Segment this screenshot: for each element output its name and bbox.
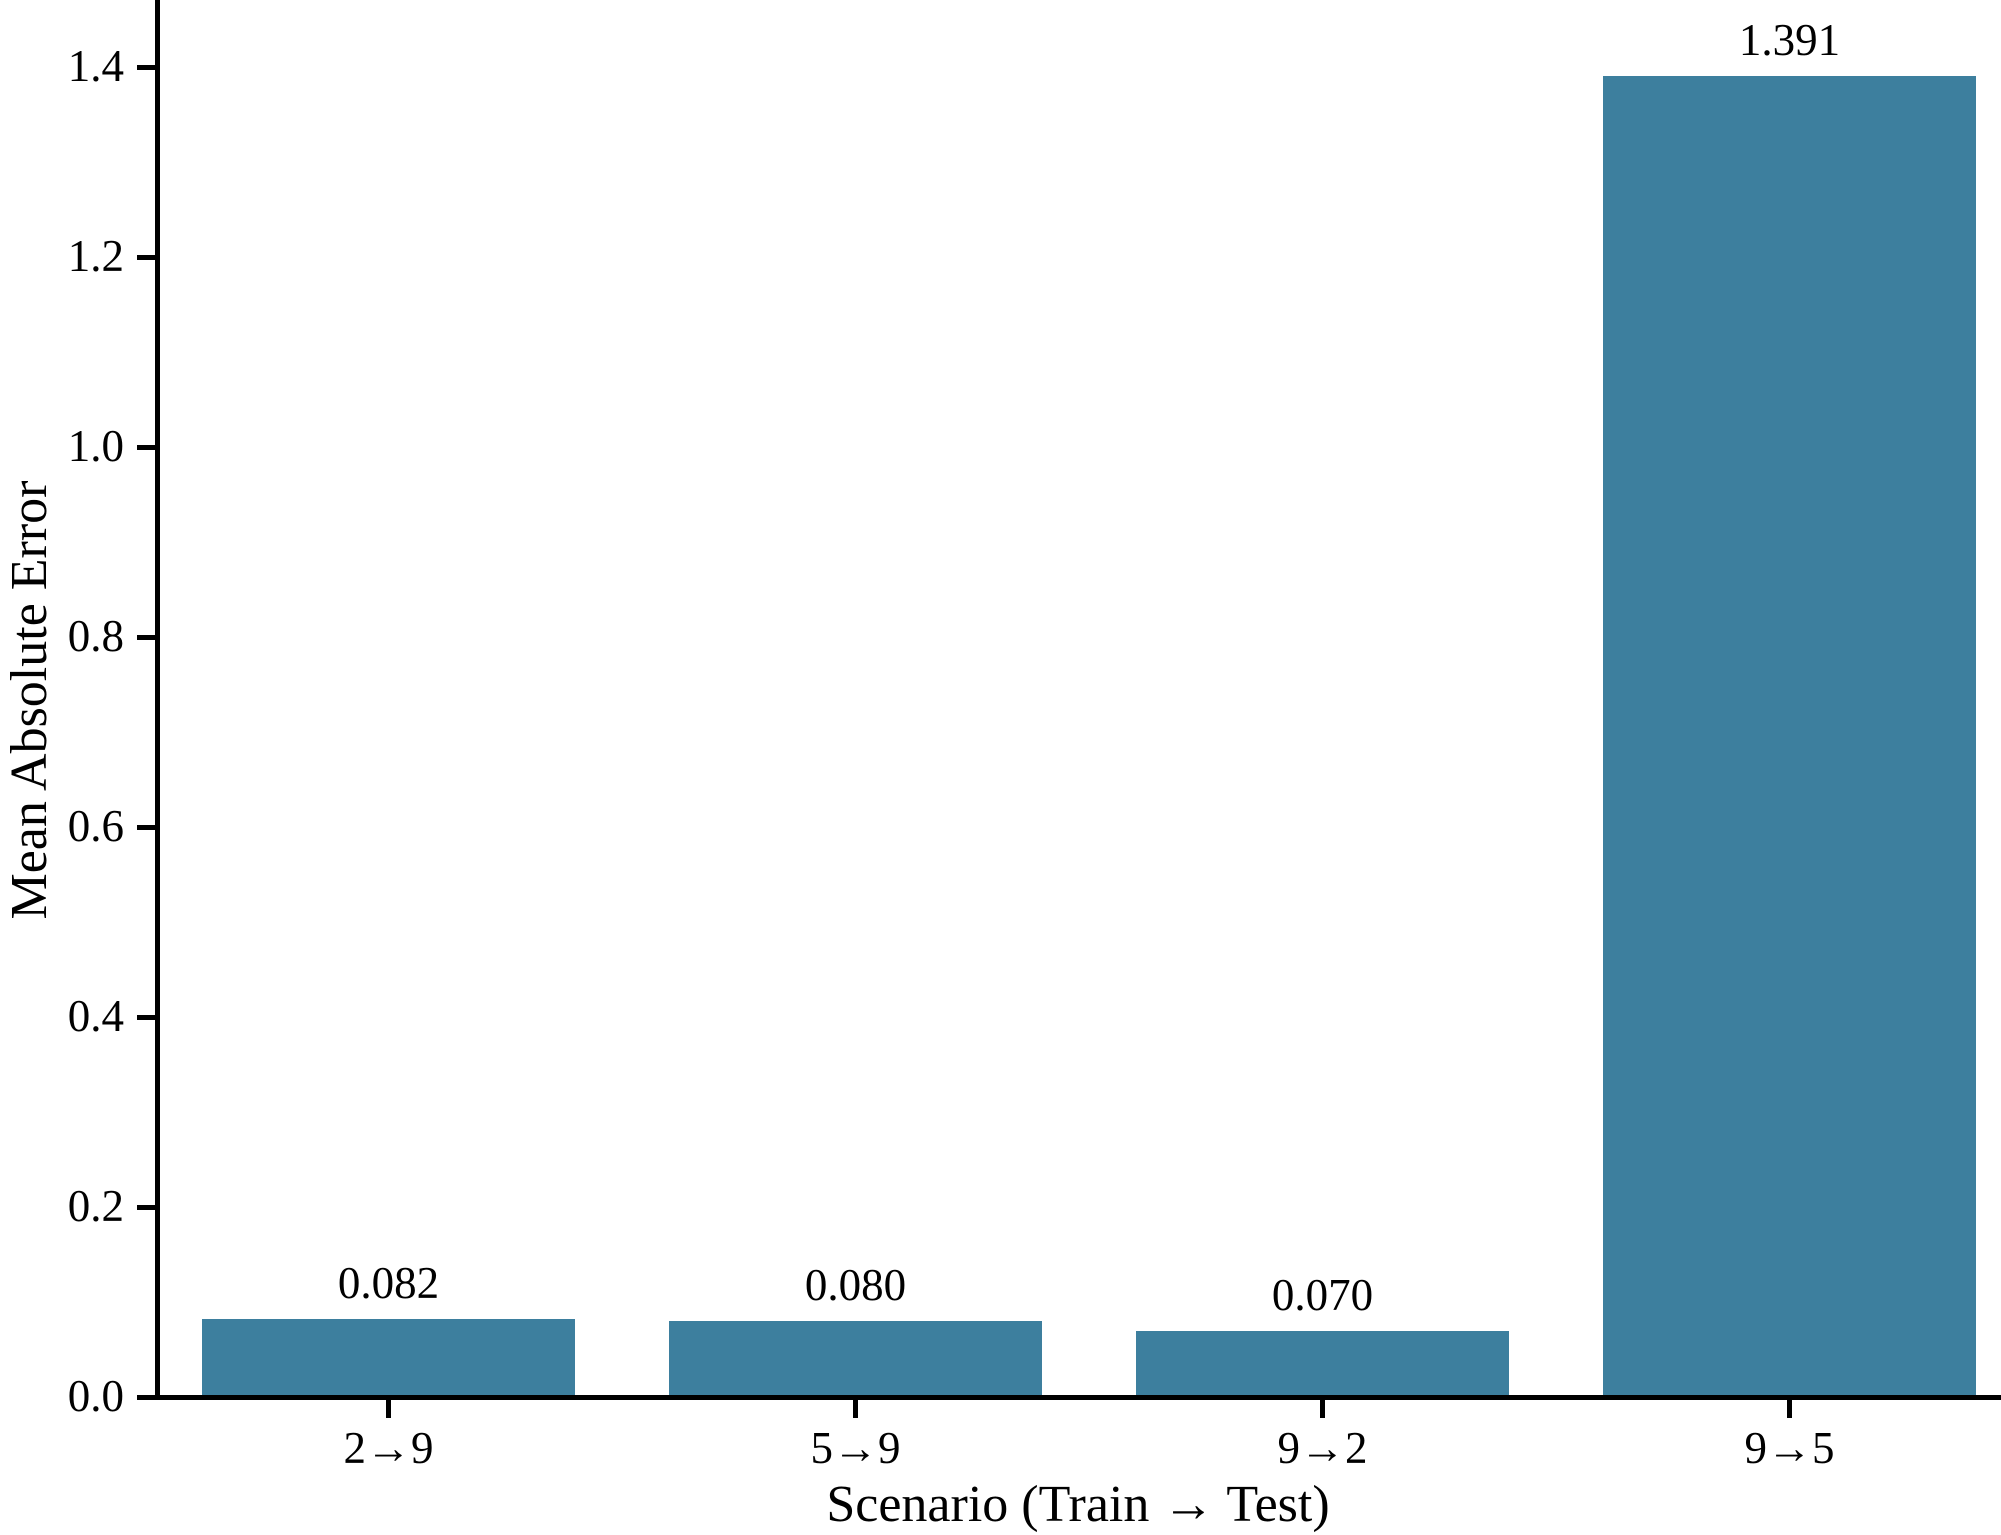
bar-value-label: 1.391: [1738, 14, 1841, 65]
x-tick-mark: [1787, 1400, 1792, 1418]
x-axis-spine: [155, 1395, 2001, 1400]
y-tick-mark: [137, 1394, 155, 1400]
y-tick-label: 0.8: [67, 611, 124, 661]
x-tick-mark: [386, 1400, 391, 1418]
y-tick-mark: [137, 1204, 155, 1210]
bar: [669, 1321, 1042, 1397]
y-tick-label: 1.4: [67, 41, 124, 91]
y-axis-title: Mean Absolute Error: [1, 480, 58, 920]
y-tick-mark: [137, 254, 155, 260]
x-tick-label: 2→9: [343, 1423, 434, 1473]
bar: [1603, 75, 1976, 1397]
x-tick-label: 9→2: [1277, 1423, 1368, 1473]
y-tick-mark: [137, 444, 155, 450]
x-axis-title: Scenario (Train → Test): [826, 1476, 1330, 1533]
y-tick-label: 0.0: [67, 1371, 124, 1421]
y-tick-label: 1.2: [67, 231, 124, 281]
y-tick-label: 0.4: [67, 991, 124, 1041]
x-tick-label: 5→9: [810, 1423, 901, 1473]
x-tick-mark: [853, 1400, 858, 1418]
y-tick-mark: [137, 824, 155, 830]
y-tick-mark: [137, 634, 155, 640]
bar: [202, 1319, 575, 1397]
y-tick-mark: [137, 1014, 155, 1020]
bar: [1136, 1330, 1509, 1397]
bar-value-label: 0.080: [804, 1260, 907, 1310]
y-tick-label: 0.2: [67, 1181, 124, 1231]
y-tick-label: 1.0: [67, 421, 124, 471]
x-tick-mark: [1320, 1400, 1325, 1418]
y-axis-spine: [155, 0, 160, 1400]
y-tick-mark: [137, 64, 155, 70]
bar-value-label: 0.082: [337, 1258, 440, 1309]
y-tick-label: 0.6: [67, 801, 124, 851]
bar-value-label: 0.070: [1271, 1269, 1374, 1320]
x-tick-label: 9→5: [1744, 1423, 1835, 1473]
